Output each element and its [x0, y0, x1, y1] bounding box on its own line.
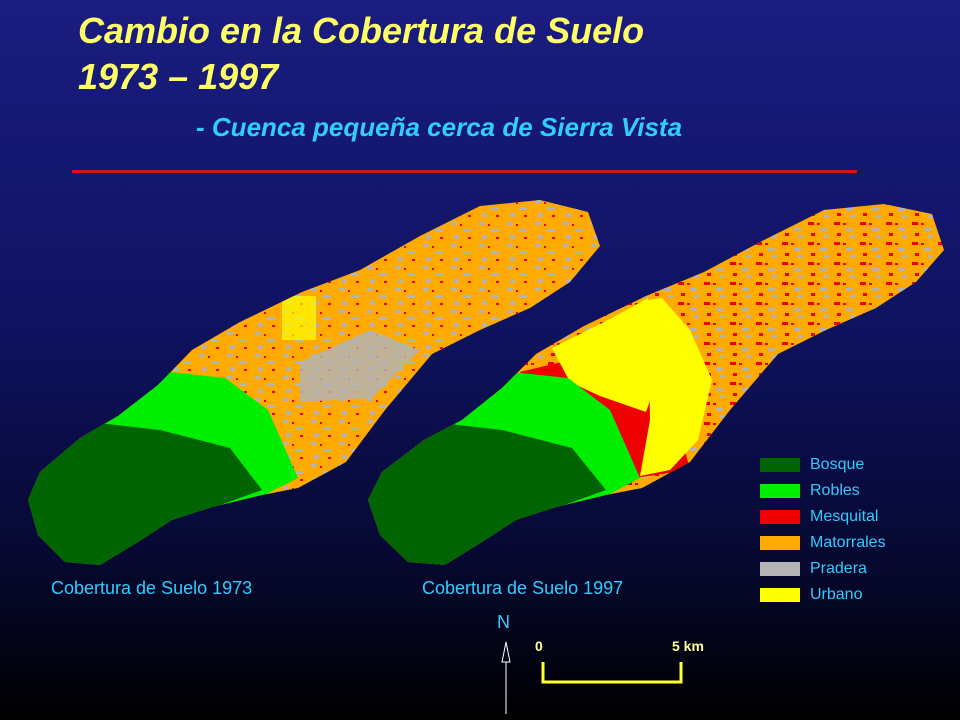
legend-label-matorrales: Matorrales — [810, 534, 886, 551]
legend-swatch-mesquital — [760, 510, 800, 524]
legend-swatch-pradera — [760, 562, 800, 576]
subtitle-dash: - — [196, 112, 205, 142]
title-line-2: 1973 – 1997 — [78, 56, 279, 97]
north-arrow-icon — [501, 641, 511, 714]
caption-1973: Cobertura de Suelo 1973 — [51, 578, 253, 598]
subtitle-text: Cuenca pequeña cerca de Sierra Vista — [211, 112, 683, 142]
north-label: N — [497, 612, 510, 632]
legend-label-bosque: Bosque — [810, 456, 865, 473]
legend-label-mesquital: Mesquital — [810, 508, 879, 525]
map-title: Cambio en la Cobertura de Suelo 1973 – 1… — [78, 8, 938, 100]
legend-label-robles: Robles — [810, 482, 860, 499]
scale-start-label: 0 — [535, 638, 543, 654]
legend-swatch-robles — [760, 484, 800, 498]
legend-label-urbano: Urbano — [810, 586, 863, 603]
title-line-1: Cambio en la Cobertura de Suelo — [78, 10, 645, 51]
scale-end-label: 5 km — [672, 638, 704, 654]
scale-bar — [541, 662, 683, 684]
land-cover-maps — [28, 200, 944, 565]
legend-swatch-urbano — [760, 588, 800, 602]
caption-1997: Cobertura de Suelo 1997 — [422, 578, 624, 598]
map-subtitle: - Cuenca pequeña cerca de Sierra Vista — [196, 112, 682, 143]
legend-swatch-matorrales — [760, 536, 800, 550]
legend-swatch-bosque — [760, 458, 800, 472]
legend-label-pradera: Pradera — [810, 560, 867, 577]
title-divider — [72, 170, 857, 173]
